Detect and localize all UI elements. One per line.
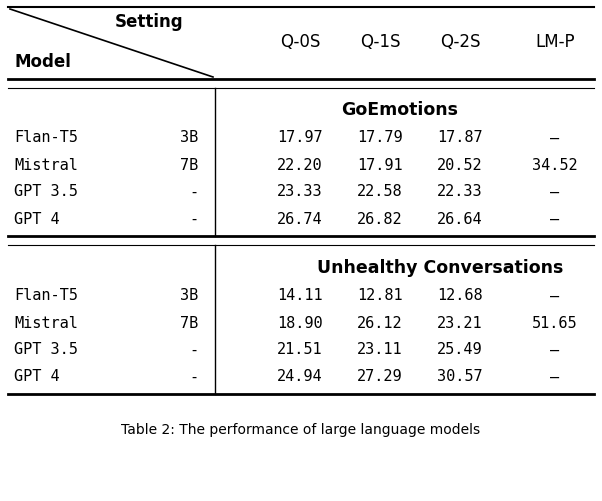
Text: 21.51: 21.51 — [277, 342, 323, 357]
Text: 20.52: 20.52 — [437, 157, 483, 172]
Text: -: - — [189, 184, 198, 199]
Text: Q-1S: Q-1S — [360, 33, 400, 51]
Text: 23.21: 23.21 — [437, 315, 483, 330]
Text: 26.12: 26.12 — [357, 315, 403, 330]
Text: 23.33: 23.33 — [277, 184, 323, 199]
Text: GoEmotions: GoEmotions — [341, 101, 459, 119]
Text: Flan-T5: Flan-T5 — [14, 130, 78, 145]
Text: 26.64: 26.64 — [437, 211, 483, 226]
Text: 26.74: 26.74 — [277, 211, 323, 226]
Text: 51.65: 51.65 — [532, 315, 578, 330]
Text: 17.87: 17.87 — [437, 130, 483, 145]
Text: 30.57: 30.57 — [437, 369, 483, 384]
Text: 25.49: 25.49 — [437, 342, 483, 357]
Text: 22.33: 22.33 — [437, 184, 483, 199]
Text: -: - — [189, 211, 198, 226]
Text: 3B: 3B — [180, 130, 198, 145]
Text: GPT 3.5: GPT 3.5 — [14, 184, 78, 199]
Text: 23.11: 23.11 — [357, 342, 403, 357]
Text: Table 2: The performance of large language models: Table 2: The performance of large langua… — [122, 422, 480, 436]
Text: 24.94: 24.94 — [277, 369, 323, 384]
Text: Flan-T5: Flan-T5 — [14, 288, 78, 303]
Text: 12.81: 12.81 — [357, 288, 403, 303]
Text: 17.91: 17.91 — [357, 157, 403, 172]
Text: —: — — [550, 342, 560, 357]
Text: Q-2S: Q-2S — [439, 33, 480, 51]
Text: 7B: 7B — [180, 315, 198, 330]
Text: GPT 4: GPT 4 — [14, 211, 60, 226]
Text: Q-0S: Q-0S — [280, 33, 320, 51]
Text: —: — — [550, 130, 560, 145]
Text: GPT 4: GPT 4 — [14, 369, 60, 384]
Text: LM-P: LM-P — [535, 33, 575, 51]
Text: 14.11: 14.11 — [277, 288, 323, 303]
Text: —: — — [550, 288, 560, 303]
Text: 17.97: 17.97 — [277, 130, 323, 145]
Text: 26.82: 26.82 — [357, 211, 403, 226]
Text: 17.79: 17.79 — [357, 130, 403, 145]
Text: 22.58: 22.58 — [357, 184, 403, 199]
Text: -: - — [189, 369, 198, 384]
Text: Setting: Setting — [115, 13, 184, 31]
Text: 12.68: 12.68 — [437, 288, 483, 303]
Text: 7B: 7B — [180, 157, 198, 172]
Text: 3B: 3B — [180, 288, 198, 303]
Text: Unhealthy Conversations: Unhealthy Conversations — [317, 259, 563, 277]
Text: 18.90: 18.90 — [277, 315, 323, 330]
Text: 27.29: 27.29 — [357, 369, 403, 384]
Text: Mistral: Mistral — [14, 315, 78, 330]
Text: 22.20: 22.20 — [277, 157, 323, 172]
Text: —: — — [550, 369, 560, 384]
Text: GPT 3.5: GPT 3.5 — [14, 342, 78, 357]
Text: -: - — [189, 342, 198, 357]
Text: —: — — [550, 184, 560, 199]
Text: —: — — [550, 211, 560, 226]
Text: 34.52: 34.52 — [532, 157, 578, 172]
Text: Mistral: Mistral — [14, 157, 78, 172]
Text: Model: Model — [14, 53, 71, 71]
